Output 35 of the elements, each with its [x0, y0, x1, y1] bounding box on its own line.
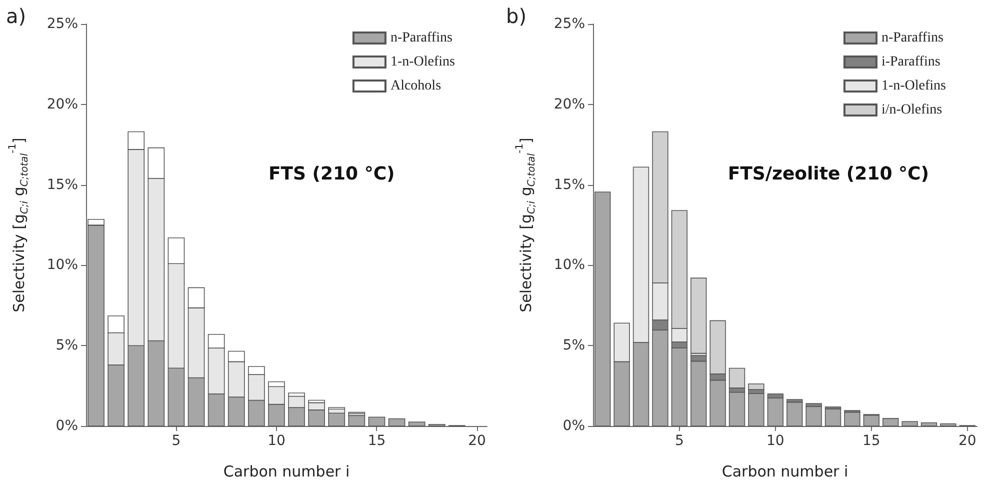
- y-axis-title: Selectivity [gC;i gC;total-1]: [514, 138, 538, 312]
- y-tick-label: 25%: [46, 16, 78, 32]
- legend-label: 1-n-Olefins: [390, 54, 456, 70]
- text: b): [506, 4, 526, 28]
- legend-label: 1-n-Olefins: [881, 78, 946, 94]
- y-tick-label: 10%: [554, 257, 585, 274]
- y-tick-label: 5%: [562, 338, 585, 354]
- y-tick-label: 25%: [554, 16, 585, 32]
- legend-label: Alcohols: [390, 78, 442, 94]
- x-tick-label: 20: [958, 433, 976, 449]
- x-tick-label: 10: [268, 433, 286, 449]
- x-tick-label: 5: [674, 433, 684, 449]
- x-axis-title: Carbon number i: [223, 462, 350, 480]
- x-tick-label: 15: [862, 433, 880, 449]
- y-tick-label: 15%: [46, 176, 78, 193]
- x-tick-label: 10: [766, 433, 784, 449]
- y-tick-label: 15%: [554, 176, 585, 193]
- y-tick-label: 0%: [56, 418, 78, 434]
- x-tick-label: 20: [468, 433, 486, 449]
- text: FTS/zeolite (210 °C): [728, 164, 929, 184]
- y-tick-label: 10%: [46, 257, 78, 274]
- y-tick-label: 0%: [562, 418, 585, 434]
- text: a): [6, 4, 26, 28]
- y-tick-label: 20%: [46, 96, 78, 112]
- legend-label: i/n-Olefins: [881, 102, 942, 118]
- legend-label: n-Paraffins: [390, 30, 452, 46]
- x-tick-label: 15: [368, 433, 386, 449]
- y-axis-title: Selectivity [gC;i gC;total-1]: [8, 138, 30, 312]
- y-tick-label: 5%: [56, 338, 78, 354]
- legend-label: i-Paraffins: [881, 54, 940, 70]
- legend-label: n-Paraffins: [881, 30, 944, 46]
- y-tick-label: 20%: [554, 96, 585, 112]
- text: FTS (210 °C): [268, 164, 395, 184]
- x-axis-title: Carbon number i: [722, 462, 848, 480]
- x-tick-label: 5: [172, 433, 181, 449]
